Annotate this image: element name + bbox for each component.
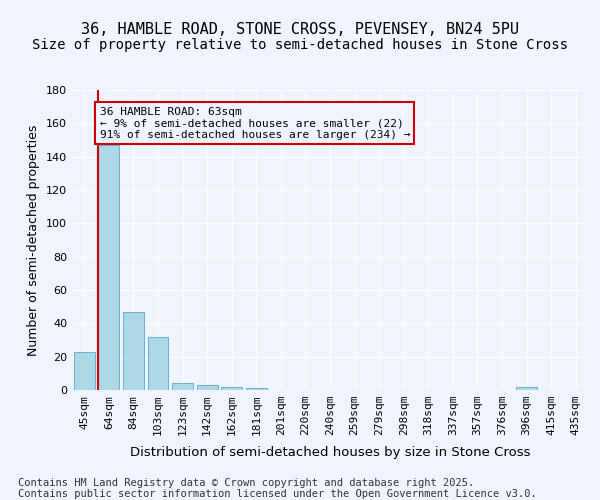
Bar [98,145,119,390]
Bar [123,312,144,390]
Text: 36 HAMBLE ROAD: 63sqm
← 9% of semi-detached houses are smaller (22)
91% of semi-: 36 HAMBLE ROAD: 63sqm ← 9% of semi-detac… [100,106,410,140]
Text: Contains public sector information licensed under the Open Government Licence v3: Contains public sector information licen… [18,489,537,499]
X-axis label: Distribution of semi-detached houses by size in Stone Cross: Distribution of semi-detached houses by … [130,446,530,460]
Y-axis label: Number of semi-detached properties: Number of semi-detached properties [28,124,40,356]
Bar [197,385,218,390]
Bar [246,388,267,390]
Bar [221,386,242,390]
Bar [74,352,95,390]
Text: Contains HM Land Registry data © Crown copyright and database right 2025.: Contains HM Land Registry data © Crown c… [18,478,474,488]
Bar [148,336,169,390]
Bar [172,384,193,390]
Bar [516,386,537,390]
Text: Size of property relative to semi-detached houses in Stone Cross: Size of property relative to semi-detach… [32,38,568,52]
Text: 36, HAMBLE ROAD, STONE CROSS, PEVENSEY, BN24 5PU: 36, HAMBLE ROAD, STONE CROSS, PEVENSEY, … [81,22,519,38]
